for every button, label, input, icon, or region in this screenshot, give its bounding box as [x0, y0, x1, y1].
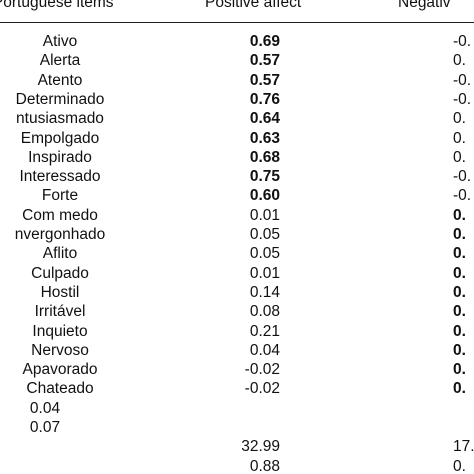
table-row-item: Alerta [39, 52, 81, 70]
table-row-negative-value: 0. [453, 264, 466, 282]
table-row-positive-value: 0.01 [249, 206, 280, 224]
table-row-item: Determinado [15, 90, 105, 108]
table-row-item: Culpado [31, 264, 89, 282]
table-row-item: nvergonhado [14, 226, 106, 243]
table-row-positive-value: 0.14 [249, 283, 280, 301]
table-row-item: Com medo [22, 206, 98, 224]
table-row-negative-value: -0. [453, 168, 472, 186]
table-row-item: Apavorado [22, 361, 98, 379]
table-row-positive-value: 0.63 [249, 129, 280, 147]
table-row-item: 0.07 [29, 419, 61, 436]
table-row-item: Empolgado [20, 129, 100, 147]
table-row-positive-value: 0.05 [249, 245, 280, 263]
table-row-positive-value: 0.57 [249, 71, 280, 89]
table-row-positive-value: 32.99 [241, 438, 280, 456]
table-row-item: Forte [41, 187, 79, 205]
table-row-item: Aflito [42, 245, 78, 263]
table-row-positive-value: 0.21 [249, 322, 280, 340]
table-row-item: 0.04 [29, 399, 61, 417]
table-row-negative-value: 0. [453, 206, 466, 224]
table-row-positive-value: 0.04 [249, 341, 280, 359]
table-row-negative-value: -0. [453, 33, 472, 50]
table-row-item: Ativo [42, 33, 78, 50]
table-row-positive-value: 0.57 [249, 52, 280, 70]
table-row-positive-value: 0.05 [249, 226, 280, 243]
table-row-negative-value: 0. [453, 303, 466, 321]
header-positive-affect: Positive affect [205, 0, 302, 11]
table-row-positive-value: 0.88 [249, 457, 280, 474]
table-row-negative-value: 17. [453, 438, 474, 456]
header-items: n Portuguese items [0, 0, 114, 11]
table-row-positive-value: -0.02 [244, 361, 280, 379]
table-row-negative-value: 0. [453, 361, 466, 379]
table-row-negative-value: 0. [453, 322, 466, 340]
table-row-negative-value: -0. [453, 187, 472, 205]
table-row-positive-value: -0.02 [244, 380, 280, 398]
table-row-negative-value: -0. [453, 90, 472, 108]
table-row-negative-value: 0. [453, 129, 466, 147]
table-row-negative-value: 0. [453, 283, 466, 301]
table-row-item: Hostil [40, 283, 80, 301]
table-row-negative-value: 0. [453, 457, 466, 474]
table-row-item: Chateado [26, 380, 94, 398]
table-row-positive-value: 0.01 [249, 264, 280, 282]
table-row-item: Inquieto [32, 322, 88, 340]
table-row-positive-value: 0.68 [249, 148, 280, 166]
table-row-negative-value: 0. [453, 148, 466, 166]
table-row-negative-value: 0. [453, 245, 466, 263]
table-row-positive-value: 0.75 [249, 168, 280, 186]
table-row-negative-value: -0. [453, 71, 472, 89]
header-rule [0, 22, 474, 23]
table-row-item: Irritável [34, 303, 86, 321]
table-row-negative-value: 0. [453, 380, 466, 398]
table-row-positive-value: 0.08 [249, 303, 280, 321]
table-row-negative-value: 0. [453, 110, 466, 128]
table-row-positive-value: 0.64 [249, 110, 280, 128]
table-row-item: ntusiasmado [16, 110, 104, 128]
table-row-positive-value: 0.60 [249, 187, 280, 205]
table-row-item: Nervoso [31, 341, 89, 359]
header-negative-affect: Negativ [398, 0, 451, 11]
table-row-negative-value: 0. [453, 52, 466, 70]
table-row-item: Inspirado [28, 148, 92, 166]
table-row-item: Interessado [19, 168, 101, 186]
table-row-positive-value: 0.76 [249, 90, 280, 108]
table-row-item: Atento [37, 71, 83, 89]
table-row-positive-value: 0.69 [249, 33, 280, 50]
table-row-negative-value: 0. [453, 341, 466, 359]
table-row-negative-value: 0. [453, 226, 466, 243]
